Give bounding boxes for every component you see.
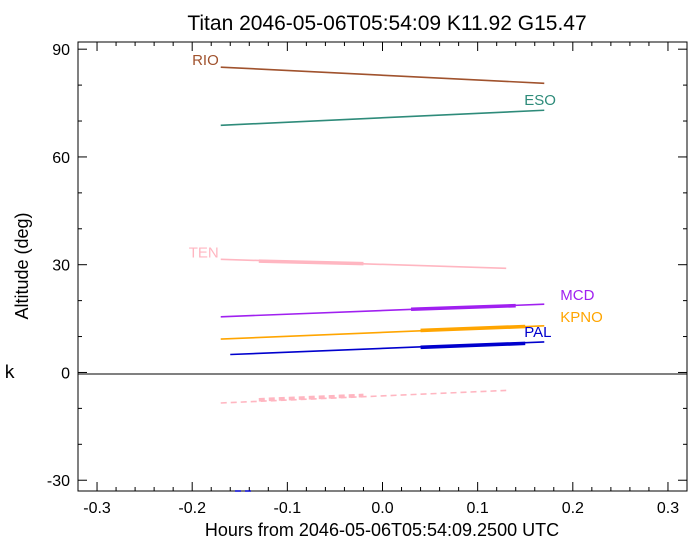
series-highlight-mcd: [410, 303, 516, 312]
y-tick-label: -30: [47, 473, 70, 490]
series-highlight-pal: [420, 341, 526, 350]
series-label-mcd: MCD: [560, 287, 594, 304]
series-highlight-ten: [258, 259, 364, 266]
y-tick-label: 0: [61, 365, 70, 382]
series-label-pal: PAL: [524, 324, 551, 341]
series-label-eso: ESO: [524, 92, 556, 109]
x-tick-label: 0.2: [562, 500, 584, 517]
side-mark: k: [4, 362, 15, 383]
x-axis-label: Hours from 2046-05-06T05:54:09.2500 UTC: [205, 520, 559, 540]
x-tick-label: -0.3: [83, 500, 111, 517]
plot-frame: [77, 41, 688, 492]
x-tick-label: 0.0: [371, 500, 393, 517]
x-tick-label: -0.2: [178, 500, 206, 517]
series-layer: [220, 66, 545, 492]
y-axis-label: Altitude (deg): [12, 212, 32, 319]
x-tick-label: -0.1: [274, 500, 302, 517]
series-label-rio: RIO: [192, 52, 219, 69]
x-tick-label: 0.1: [467, 500, 489, 517]
series-label-ten: TEN: [189, 244, 219, 261]
y-tick-label: 30: [52, 258, 70, 275]
series-highlight-unnamed-6: [258, 393, 364, 402]
series-label-kpno: KPNO: [560, 309, 603, 326]
series-line-eso: [220, 109, 545, 127]
series-labels: RIO ESO TEN MCD KPNO PAL: [189, 52, 603, 341]
y-tick-label: 90: [52, 42, 70, 59]
axis-ticks: -0.3 -0.2 -0.1 0.0 0.1 0.2 0.3 -30 0 30 60 90: [47, 42, 688, 517]
series-line-rio: [220, 66, 545, 85]
x-tick-label: 0.3: [657, 500, 679, 517]
y-tick-label: 60: [52, 150, 70, 167]
chart-title: Titan 2046-05-06T05:54:09 K11.92 G15.47: [187, 12, 586, 35]
series-highlight-kpno: [420, 324, 526, 333]
